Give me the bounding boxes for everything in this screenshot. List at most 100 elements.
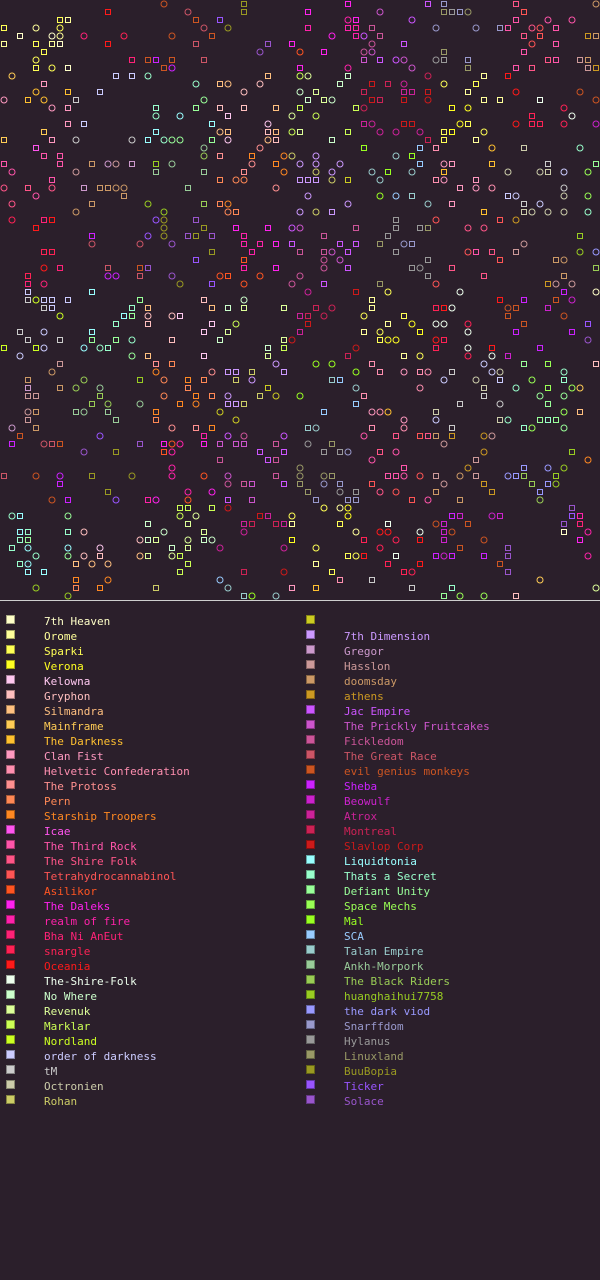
board-cell (296, 472, 304, 480)
player-color-swatch (306, 990, 315, 999)
board-cell (305, 321, 311, 327)
board-cell (345, 129, 351, 135)
board-cell (328, 96, 336, 104)
board-cell (32, 584, 40, 592)
board-cell (368, 168, 376, 176)
board-cell (513, 1, 519, 7)
board-cell (425, 273, 431, 279)
board-cell (489, 345, 495, 351)
board-cell (553, 417, 559, 423)
board-cell (593, 265, 599, 271)
board-cell (272, 184, 280, 192)
board-cell (385, 561, 391, 567)
board-cell (472, 184, 480, 192)
player-name: Snarffdom (344, 1020, 404, 1033)
board-cell (368, 408, 376, 416)
board-cell (241, 257, 247, 263)
board-cell (104, 400, 112, 408)
board-cell (449, 369, 455, 375)
board-cell (329, 441, 335, 447)
board-cell (152, 368, 160, 376)
board-cell (449, 129, 455, 135)
board-cell (193, 105, 199, 111)
board-cell (257, 241, 263, 247)
board-cell (480, 224, 488, 232)
board-cell (153, 585, 159, 591)
board-cell (216, 576, 224, 584)
player-color-swatch (306, 1095, 315, 1104)
board-cell (345, 73, 351, 79)
board-cell (376, 408, 384, 416)
player-color-swatch (306, 885, 315, 894)
board-cell (25, 185, 31, 191)
player-color-swatch (6, 750, 15, 759)
player-color-swatch (6, 1065, 15, 1074)
board-cell (241, 9, 247, 15)
board-cell (192, 512, 200, 520)
board-cell (160, 224, 168, 232)
board-cell (424, 368, 432, 376)
board-cell (17, 529, 23, 535)
player-name: The Darkness (44, 735, 124, 748)
board-cell (1, 161, 7, 167)
board-cell (25, 385, 31, 391)
board-cell (241, 481, 247, 487)
board-cell (521, 321, 527, 327)
board-cell (369, 97, 375, 103)
board-cell (129, 161, 135, 167)
board-cell (336, 488, 344, 496)
board-cell (577, 409, 583, 415)
board-cell (361, 145, 367, 151)
board-cell (592, 0, 600, 8)
board-cell (593, 361, 599, 367)
board-cell (369, 577, 375, 583)
board-cell (145, 353, 151, 359)
board-cell (233, 377, 239, 383)
board-cell (25, 569, 31, 575)
board-cell (41, 49, 47, 55)
board-cell (145, 265, 151, 271)
board-cell (344, 512, 352, 520)
board-cell (505, 73, 511, 79)
board-cell (480, 360, 488, 368)
board-cell (241, 401, 247, 407)
player-name: Oceania (44, 960, 91, 973)
board-cell (209, 425, 215, 431)
board-cell (273, 241, 279, 247)
board-cell (432, 280, 440, 288)
board-cell (576, 384, 584, 392)
board-cell (240, 296, 248, 304)
board-cell (504, 472, 512, 480)
board-cell (345, 177, 351, 183)
board-cell (352, 552, 360, 560)
player-name: Fickledom (344, 735, 404, 748)
board-cell (337, 481, 343, 487)
board-cell (56, 24, 64, 32)
board-cell (208, 488, 216, 496)
board-cell (560, 368, 568, 376)
player-name: Defiant Unity (344, 885, 431, 898)
board-cell (265, 73, 271, 79)
board-cell (17, 433, 23, 439)
board-cell (576, 88, 584, 96)
board-cell (17, 513, 23, 519)
board-cell (441, 137, 447, 143)
player-color-swatch (306, 945, 315, 954)
player-color-swatch (6, 945, 15, 954)
board-cell (568, 384, 576, 392)
board-cell (89, 329, 95, 335)
cell-grid (0, 0, 600, 600)
board-cell (160, 208, 168, 216)
board-cell (433, 145, 439, 151)
board-cell (225, 497, 231, 503)
board-cell (521, 361, 527, 367)
board-cell (433, 177, 439, 183)
board-cell (497, 297, 503, 303)
board-cell (496, 400, 504, 408)
board-cell (152, 496, 160, 504)
board-cell (9, 545, 15, 551)
board-cell (560, 424, 568, 432)
board-cell (552, 280, 560, 288)
board-cell (25, 289, 31, 295)
board-cell (536, 392, 544, 400)
